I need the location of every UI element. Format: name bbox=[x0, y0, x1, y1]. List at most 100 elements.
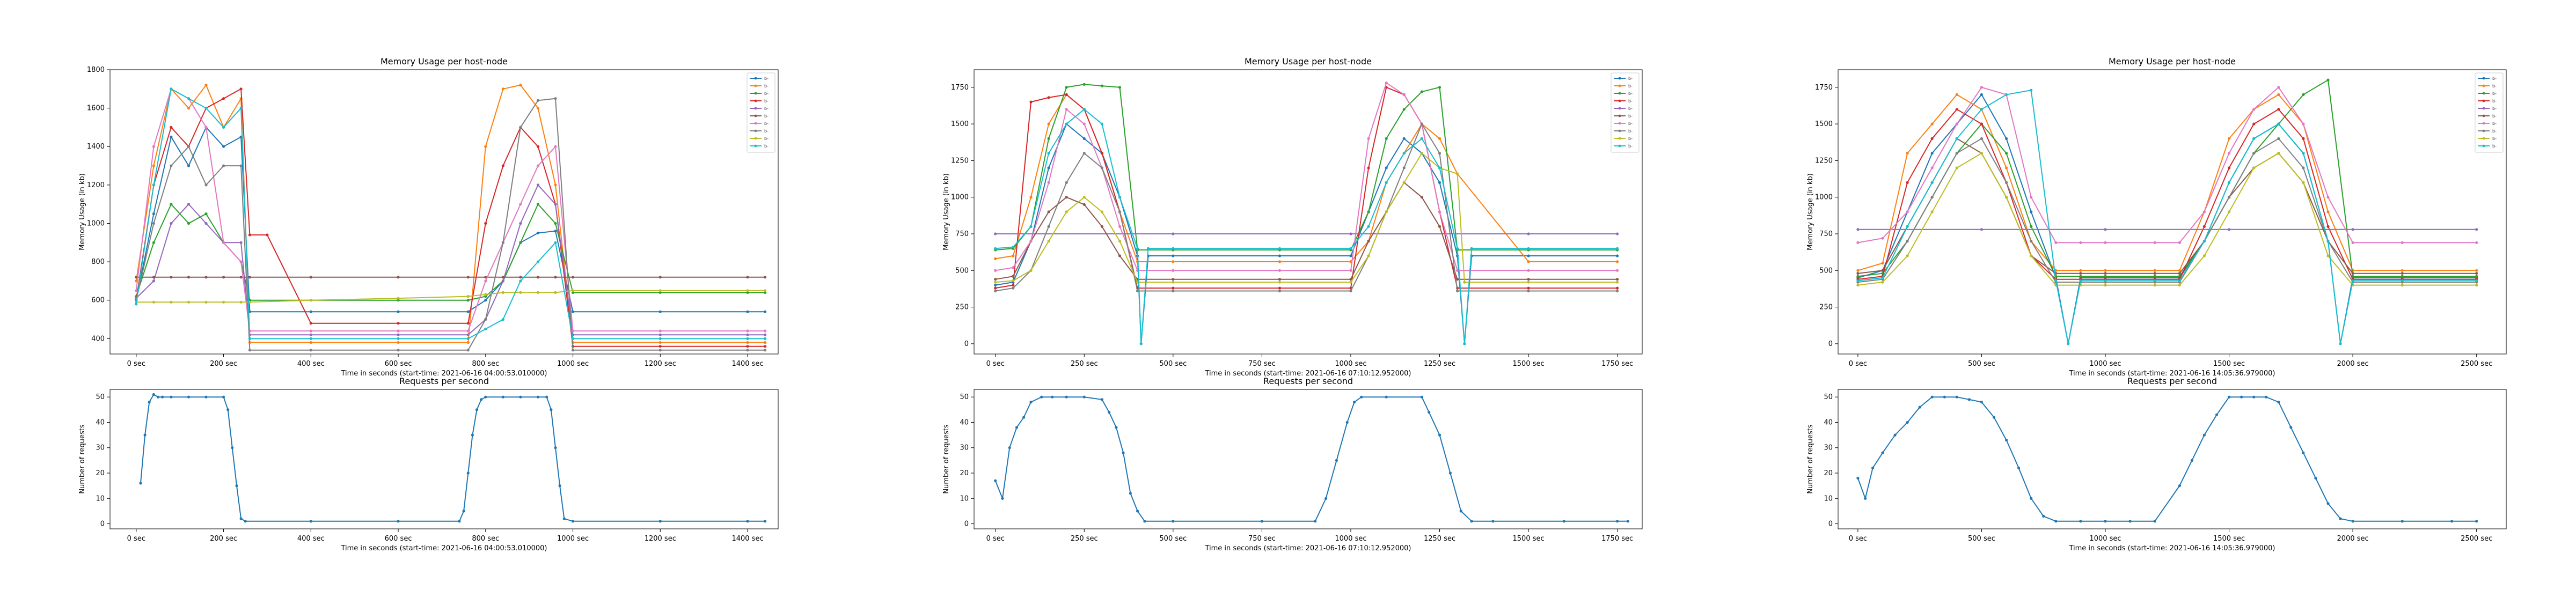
data-point bbox=[994, 289, 997, 293]
data-point bbox=[2401, 241, 2404, 244]
data-point bbox=[1463, 342, 1466, 345]
y-tick-label: 30 bbox=[96, 444, 105, 452]
data-point bbox=[1047, 96, 1050, 99]
series-line bbox=[995, 108, 1618, 344]
plot-frame bbox=[974, 389, 1643, 529]
legend-label: b- bbox=[2492, 136, 2497, 141]
data-point bbox=[1955, 166, 1958, 169]
data-point bbox=[764, 291, 767, 294]
data-point bbox=[2339, 517, 2342, 520]
data-point bbox=[309, 310, 312, 313]
data-point bbox=[2475, 269, 2478, 272]
data-point bbox=[2265, 395, 2268, 399]
data-point bbox=[1143, 520, 1146, 523]
data-point bbox=[309, 322, 312, 325]
data-point bbox=[1136, 247, 1139, 250]
data-point bbox=[2401, 275, 2404, 278]
data-point bbox=[2202, 433, 2206, 437]
data-point bbox=[536, 145, 540, 148]
data-point bbox=[519, 222, 522, 225]
legend-marker bbox=[754, 122, 757, 125]
data-point bbox=[309, 337, 312, 341]
data-point bbox=[1980, 108, 1983, 111]
plot-frame bbox=[974, 69, 1643, 355]
data-point bbox=[239, 241, 243, 244]
data-point bbox=[1438, 210, 1441, 213]
data-point bbox=[1012, 254, 1015, 257]
data-point bbox=[2228, 196, 2231, 199]
data-point bbox=[480, 398, 483, 401]
legend-marker bbox=[754, 144, 757, 148]
x-tick-label: 1400 sec bbox=[731, 360, 763, 368]
data-point bbox=[2215, 413, 2219, 416]
data-point bbox=[2302, 166, 2305, 169]
data-point bbox=[1881, 262, 1884, 265]
legend-label: b- bbox=[764, 129, 769, 134]
data-point bbox=[471, 433, 474, 437]
y-tick-label: 500 bbox=[955, 267, 969, 275]
data-point bbox=[1012, 279, 1015, 283]
data-point bbox=[1980, 401, 1983, 404]
y-tick-label: 250 bbox=[955, 304, 969, 312]
y-axis-label: Memory Usage (in kb) bbox=[78, 173, 86, 250]
data-point bbox=[764, 333, 767, 336]
data-point bbox=[148, 401, 151, 404]
data-point bbox=[2326, 210, 2330, 213]
data-point bbox=[2005, 166, 2008, 169]
legend-marker bbox=[754, 99, 757, 102]
data-point bbox=[397, 297, 400, 300]
data-point bbox=[994, 286, 997, 290]
data-point bbox=[1278, 254, 1282, 257]
y-tick-label: 40 bbox=[96, 418, 105, 426]
data-point bbox=[1278, 269, 1282, 272]
x-tick-label: 500 sec bbox=[1159, 535, 1187, 543]
data-point bbox=[1856, 269, 1860, 272]
data-point bbox=[1118, 254, 1122, 257]
legend-label: b- bbox=[1628, 99, 1633, 104]
data-point bbox=[1082, 395, 1086, 399]
data-point bbox=[1459, 510, 1462, 513]
data-point bbox=[1047, 210, 1050, 213]
y-tick-label: 1250 bbox=[1815, 157, 1833, 165]
legend-label: b- bbox=[1628, 144, 1633, 149]
data-point bbox=[2054, 279, 2058, 283]
legend-label: b- bbox=[764, 114, 769, 119]
data-point bbox=[1278, 260, 1282, 263]
data-point bbox=[1065, 196, 1068, 199]
data-point bbox=[309, 333, 312, 336]
legend-label: b- bbox=[1628, 106, 1633, 111]
data-point bbox=[1906, 240, 1909, 243]
data-point bbox=[2277, 93, 2280, 96]
data-point bbox=[170, 126, 173, 129]
data-point bbox=[536, 231, 540, 234]
x-tick-label: 1500 sec bbox=[1513, 360, 1545, 368]
series-line bbox=[994, 396, 1628, 522]
y-tick-label: 1750 bbox=[1815, 84, 1833, 92]
data-point bbox=[1930, 181, 1934, 184]
x-tick-label: 1200 sec bbox=[645, 360, 676, 368]
data-point bbox=[658, 289, 662, 292]
data-point bbox=[2277, 152, 2280, 155]
data-point bbox=[2228, 152, 2231, 155]
data-point bbox=[2202, 254, 2206, 257]
data-point bbox=[1930, 196, 1934, 199]
data-point bbox=[558, 484, 561, 488]
data-point bbox=[1906, 254, 1909, 257]
data-point bbox=[2079, 520, 2082, 523]
data-point bbox=[222, 300, 225, 304]
data-point bbox=[1906, 421, 1909, 424]
data-point bbox=[2104, 520, 2107, 523]
data-point bbox=[1385, 137, 1388, 140]
y-tick-label: 1000 bbox=[1815, 194, 1833, 202]
data-point bbox=[2277, 137, 2280, 140]
data-point bbox=[1438, 86, 1441, 89]
data-point bbox=[466, 337, 470, 341]
data-point bbox=[554, 276, 557, 279]
data-point bbox=[1616, 520, 1619, 523]
data-point bbox=[554, 222, 557, 225]
data-point bbox=[1955, 152, 1958, 155]
data-point bbox=[1930, 152, 1934, 155]
chart-requests-1: Requests per second 0 sec 200 sec 400 sec 60… bbox=[78, 376, 779, 552]
data-point bbox=[994, 247, 997, 250]
data-point bbox=[658, 349, 662, 352]
